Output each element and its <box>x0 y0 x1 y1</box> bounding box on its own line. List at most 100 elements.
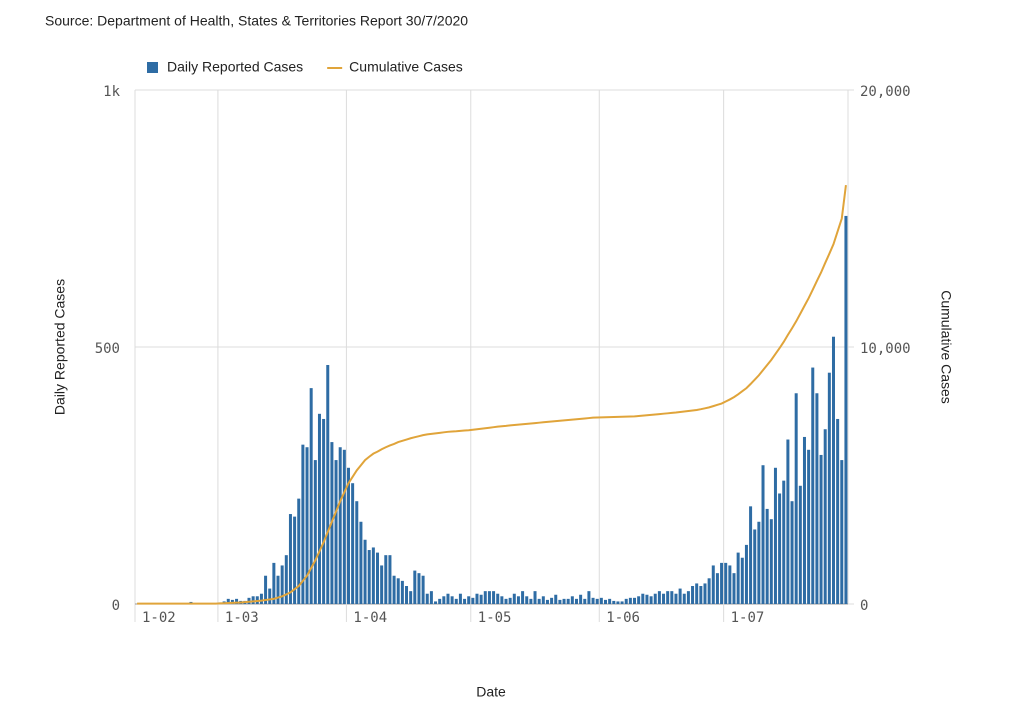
bar <box>521 591 525 604</box>
y2-tick-label: 0 <box>860 598 868 614</box>
bar <box>500 596 504 604</box>
bar <box>380 565 384 604</box>
bar <box>550 597 554 604</box>
bar <box>823 429 827 604</box>
bar <box>334 460 338 604</box>
x-tick-label: 1-05 <box>478 610 512 626</box>
legend-swatch <box>147 62 158 73</box>
bar <box>492 591 496 604</box>
bar <box>662 593 666 604</box>
bar <box>579 594 583 604</box>
bar <box>620 601 624 604</box>
legend-label: Daily Reported Cases <box>167 59 303 75</box>
bar <box>297 498 301 604</box>
bar <box>264 575 268 604</box>
bar <box>691 586 695 604</box>
bar <box>711 565 715 604</box>
bar <box>388 555 392 604</box>
bar <box>744 544 748 604</box>
bar <box>666 591 670 604</box>
bar <box>280 565 284 604</box>
bar <box>715 573 719 604</box>
bar <box>268 588 272 604</box>
bar <box>678 588 682 604</box>
bar <box>338 447 342 604</box>
bar <box>313 460 317 604</box>
bar <box>794 393 798 604</box>
x-axis-title: Date <box>476 684 506 700</box>
bar <box>778 493 782 604</box>
bar <box>637 596 641 604</box>
bar <box>624 598 628 604</box>
bar <box>686 591 690 604</box>
bar <box>840 460 844 604</box>
bar <box>450 596 454 604</box>
bar <box>674 593 678 604</box>
bar <box>417 573 421 604</box>
bar <box>413 570 417 604</box>
bar <box>309 388 313 604</box>
bar <box>504 598 508 604</box>
bar <box>645 594 649 604</box>
bar <box>288 514 292 604</box>
bar <box>479 594 483 604</box>
bar <box>392 575 396 604</box>
y-tick-label: 1k <box>103 84 120 100</box>
bar <box>782 480 786 604</box>
bar <box>587 591 591 604</box>
bar <box>757 521 761 604</box>
bar <box>317 413 321 604</box>
bar <box>728 565 732 604</box>
bar <box>400 580 404 604</box>
bar <box>554 594 558 604</box>
bar <box>533 591 537 604</box>
bar <box>653 593 657 604</box>
chart-title: Source: Department of Health, States & T… <box>45 13 468 29</box>
bar <box>695 583 699 604</box>
bar <box>226 598 230 604</box>
bar <box>815 393 819 604</box>
bar <box>628 597 632 604</box>
bar <box>819 454 823 604</box>
bar <box>442 596 446 604</box>
bar <box>301 444 305 604</box>
bar <box>558 599 562 604</box>
bar <box>724 562 728 604</box>
bar <box>355 501 359 604</box>
bar <box>276 575 280 604</box>
bar <box>595 598 599 604</box>
bar <box>720 562 724 604</box>
bar <box>807 449 811 604</box>
bar <box>251 596 255 604</box>
y2-axis-title: Cumulative Cases <box>938 290 954 404</box>
line <box>137 184 847 605</box>
bar <box>603 599 607 604</box>
bar <box>616 601 620 604</box>
bar <box>699 586 703 604</box>
bar <box>827 372 831 604</box>
bar <box>487 591 491 604</box>
bar <box>599 597 603 604</box>
bar <box>405 586 409 604</box>
bar <box>583 598 587 604</box>
bar <box>529 598 533 604</box>
bar <box>235 598 239 604</box>
bar <box>612 600 616 604</box>
bar <box>475 593 479 604</box>
bar <box>293 516 297 604</box>
bar <box>633 597 637 604</box>
x-tick-label: 1-06 <box>606 610 640 626</box>
x-tick-label: 1-04 <box>353 610 387 626</box>
bar <box>463 598 467 604</box>
bar <box>284 555 288 604</box>
bar <box>545 599 549 604</box>
y2-tick-label: 20,000 <box>860 84 911 100</box>
bar <box>831 336 835 604</box>
bar <box>508 597 512 604</box>
bar <box>326 364 330 604</box>
bar <box>525 596 529 604</box>
bar <box>429 591 433 604</box>
y-tick-label: 0 <box>112 598 120 614</box>
y2-tick-label: 10,000 <box>860 341 911 357</box>
